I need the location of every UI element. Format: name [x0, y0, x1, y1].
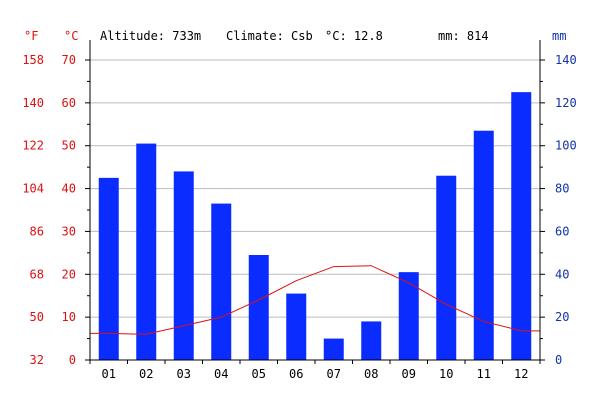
fahrenheit-tick-label: 86	[30, 224, 44, 238]
fahrenheit-tick-label: 158	[22, 53, 44, 67]
month-label: 01	[102, 367, 116, 381]
precipitation-bar	[361, 321, 382, 360]
precipitation-tick-label: 20	[555, 310, 569, 324]
precipitation-bar	[398, 272, 419, 360]
fahrenheit-tick-label: 32	[30, 353, 44, 367]
precipitation-bar	[511, 92, 532, 361]
precipitation-bar	[473, 130, 494, 360]
month-label: 06	[289, 367, 303, 381]
precipitation-bar	[286, 293, 307, 360]
celsius-tick-label: 40	[62, 182, 76, 196]
axes	[85, 40, 545, 364]
annual-precipitation-label: mm: 814	[438, 29, 489, 43]
celsius-tick-label: 50	[62, 139, 76, 153]
fahrenheit-tick-label: 122	[22, 139, 44, 153]
precipitation-axis-title: mm	[552, 29, 566, 43]
month-label: 07	[327, 367, 341, 381]
precipitation-bar	[173, 171, 194, 360]
celsius-tick-label: 30	[62, 224, 76, 238]
month-label: 11	[477, 367, 491, 381]
celsius-tick-label: 0	[69, 353, 76, 367]
precipitation-tick-label: 60	[555, 224, 569, 238]
month-label: 04	[214, 367, 228, 381]
altitude-label: Altitude: 733m	[100, 29, 201, 43]
month-label: 02	[139, 367, 153, 381]
temperature-line-layer	[90, 265, 540, 335]
fahrenheit-tick-label: 140	[22, 96, 44, 110]
month-label: 10	[439, 367, 453, 381]
precipitation-bar	[136, 143, 157, 360]
precipitation-bar	[248, 255, 269, 360]
month-label: 03	[177, 367, 191, 381]
precipitation-tick-label: 140	[555, 53, 577, 67]
precipitation-tick-label: 0	[555, 353, 562, 367]
precipitation-bar	[211, 203, 232, 360]
precipitation-tick-label: 100	[555, 139, 577, 153]
celsius-axis-title: °C	[64, 29, 78, 43]
fahrenheit-axis-title: °F	[24, 29, 38, 43]
month-label: 12	[514, 367, 528, 381]
fahrenheit-tick-label: 68	[30, 267, 44, 281]
gridlines	[90, 59, 540, 318]
celsius-tick-label: 10	[62, 310, 76, 324]
month-label: 09	[402, 367, 416, 381]
mean-temperature-label: °C: 12.8	[325, 29, 383, 43]
climate-label: Climate: Csb	[226, 29, 313, 43]
precipitation-bar	[323, 338, 344, 360]
tick-labels: 0102030405060703250688610412214015802040…	[22, 53, 576, 381]
month-label: 08	[364, 367, 378, 381]
fahrenheit-tick-label: 50	[30, 310, 44, 324]
month-label: 05	[252, 367, 266, 381]
precipitation-tick-label: 120	[555, 96, 577, 110]
fahrenheit-tick-label: 104	[22, 182, 44, 196]
precipitation-bar	[98, 177, 119, 360]
celsius-tick-label: 20	[62, 267, 76, 281]
precipitation-bar	[436, 175, 457, 360]
celsius-tick-label: 70	[62, 53, 76, 67]
precipitation-tick-label: 40	[555, 267, 569, 281]
precipitation-tick-label: 80	[555, 182, 569, 196]
temperature-line	[90, 265, 540, 335]
precipitation-bars	[98, 92, 532, 361]
celsius-tick-label: 60	[62, 96, 76, 110]
